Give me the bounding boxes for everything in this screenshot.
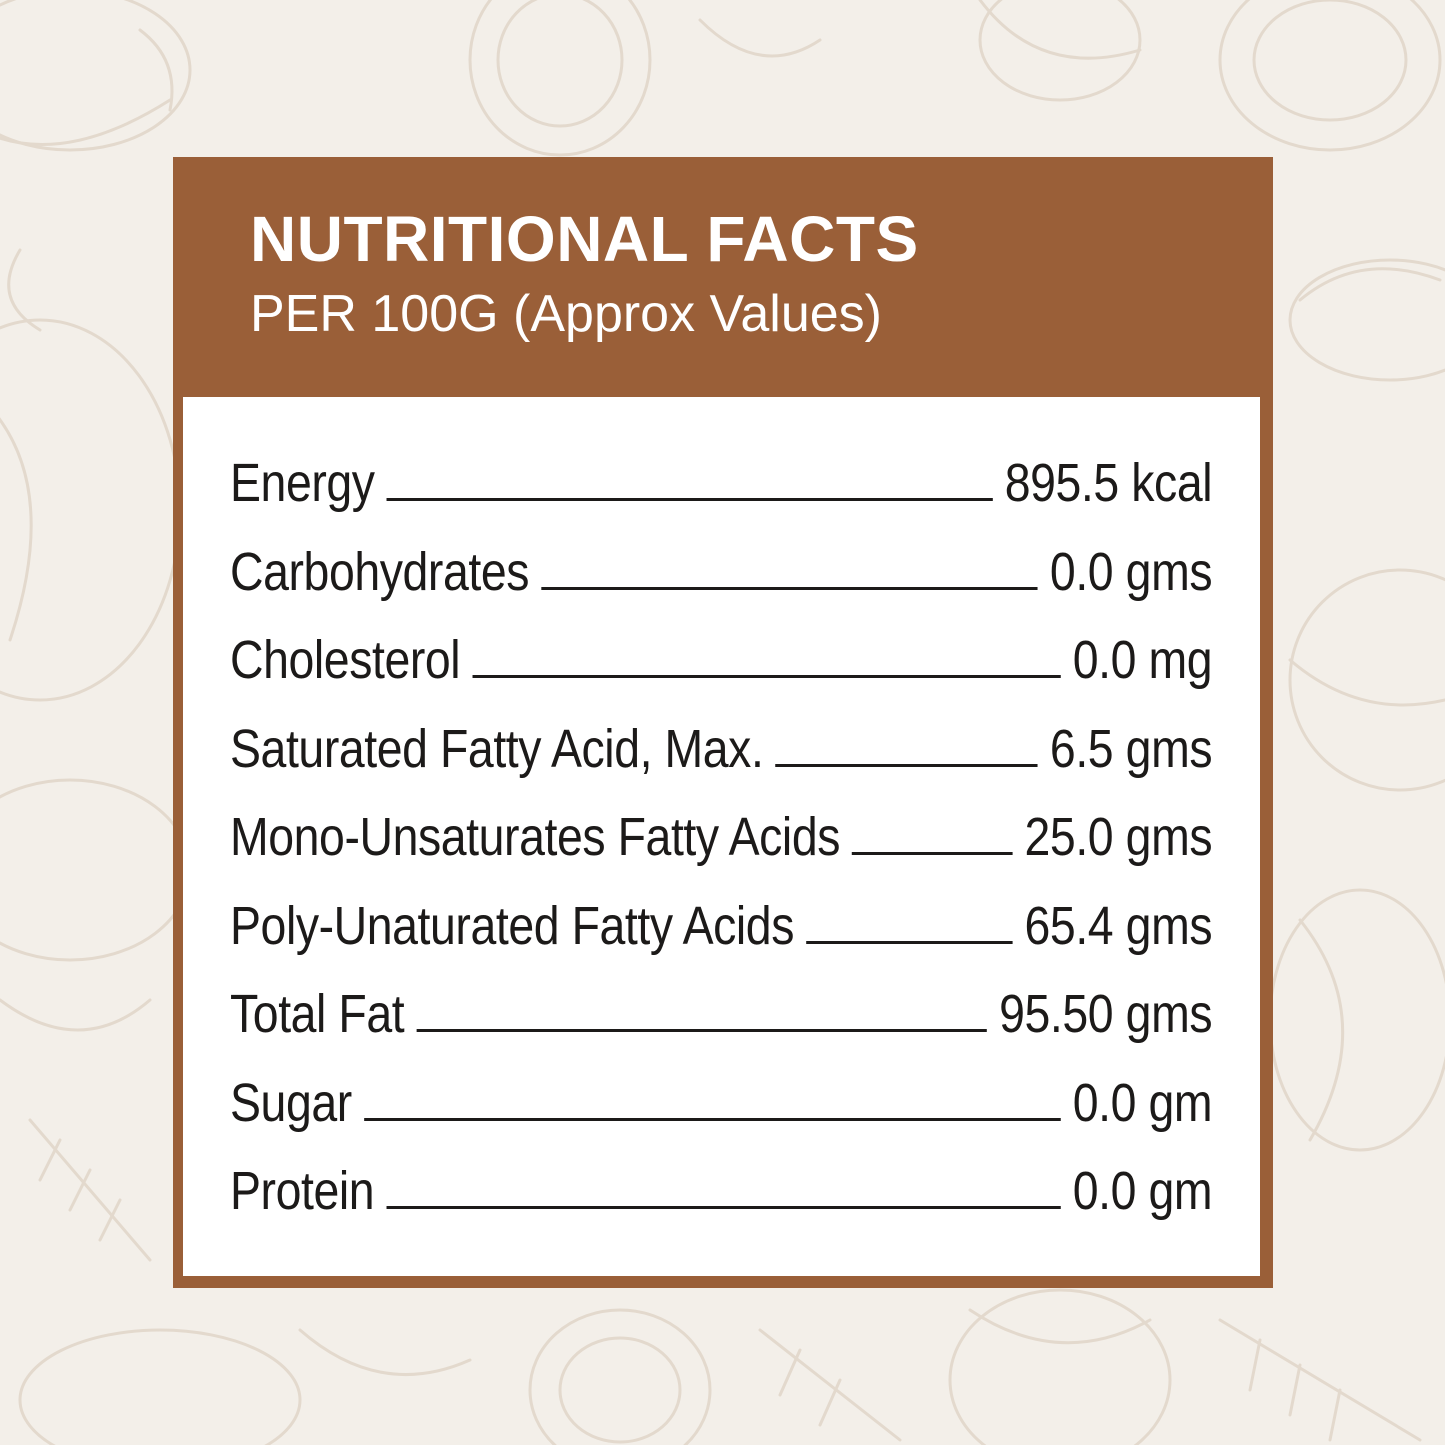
nutrient-row-protein: Protein 0.0 gm (230, 1160, 1213, 1249)
nutrient-label: Sugar (230, 1072, 352, 1133)
nutrition-header: NUTRITIONAL FACTS PER 100G (Approx Value… (173, 157, 1273, 397)
nutrient-value: 6.5 gms (1049, 718, 1213, 779)
leader-line (386, 1206, 1061, 1209)
leader-line (472, 675, 1061, 678)
nutrient-row-saturated-fatty-acid: Saturated Fatty Acid, Max. 6.5 gms (230, 718, 1213, 807)
leader-line (386, 498, 993, 501)
leader-line (806, 940, 1013, 944)
nutrient-row-cholesterol: Cholesterol 0.0 mg (230, 629, 1213, 718)
leader-line (852, 852, 1013, 855)
page-title: NUTRITIONAL FACTS (250, 203, 919, 275)
nutrient-value: 65.4 gms (1024, 895, 1213, 956)
nutrient-label: Poly-Unaturated Fatty Acids (230, 895, 794, 956)
nutrient-label: Saturated Fatty Acid, Max. (230, 718, 764, 779)
nutrient-row-sugar: Sugar 0.0 gm (230, 1072, 1213, 1161)
nutrition-panel: NUTRITIONAL FACTS PER 100G (Approx Value… (173, 157, 1273, 1288)
nutrient-value: 95.50 gms (999, 984, 1213, 1044)
nutrient-label: Protein (230, 1161, 375, 1221)
nutrient-value: 0.0 mg (1072, 630, 1213, 690)
nutrient-label: Total Fat (230, 984, 405, 1044)
leader-line (775, 763, 1038, 767)
nutrient-value: 25.0 gms (1024, 807, 1213, 867)
nutrient-row-poly-unaturated: Poly-Unaturated Fatty Acids 65.4 gms (230, 895, 1213, 984)
page-subtitle: PER 100G (Approx Values) (250, 285, 882, 343)
nutrient-label: Carbohydrates (230, 541, 530, 602)
nutrient-row-total-fat: Total Fat 95.50 gms (230, 983, 1213, 1072)
nutrient-value: 895.5 kcal (1004, 453, 1213, 513)
nutrient-row-mono-unsaturates: Mono-Unsaturates Fatty Acids 25.0 gms (230, 806, 1213, 895)
nutrient-row-energy: Energy 895.5 kcal (230, 452, 1213, 541)
nutrient-list: Energy 895.5 kcal Carbohydrates 0.0 gms … (230, 452, 1213, 1249)
leader-line (541, 586, 1038, 590)
nutrient-value: 0.0 gm (1072, 1161, 1213, 1221)
leader-line (363, 1117, 1061, 1121)
nutrient-value: 0.0 gms (1049, 541, 1213, 602)
nutrient-label: Mono-Unsaturates Fatty Acids (230, 807, 841, 867)
leader-line (416, 1029, 988, 1032)
nutrient-label: Energy (230, 453, 375, 513)
nutrient-value: 0.0 gm (1072, 1072, 1213, 1133)
nutrient-label: Cholesterol (230, 630, 461, 690)
nutrient-row-carbohydrates: Carbohydrates 0.0 gms (230, 541, 1213, 630)
nutrition-table: Energy 895.5 kcal Carbohydrates 0.0 gms … (183, 397, 1260, 1276)
